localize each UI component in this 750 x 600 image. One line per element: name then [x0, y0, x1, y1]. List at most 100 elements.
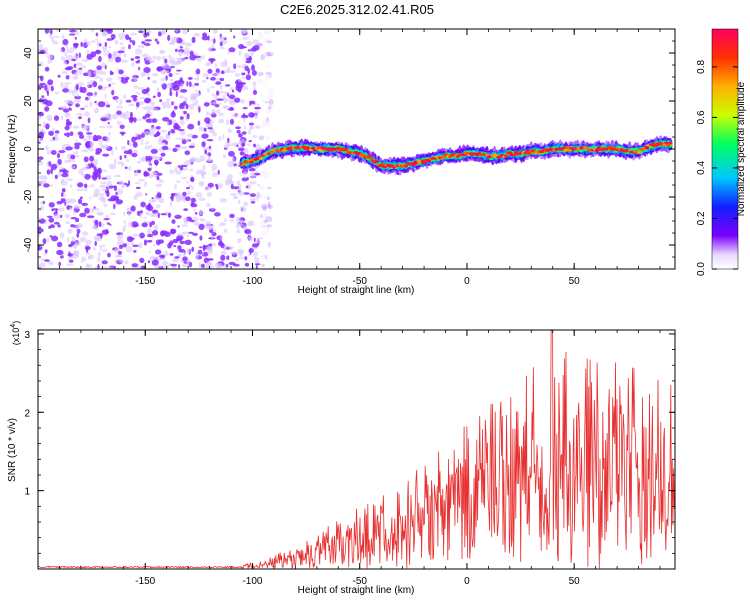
noise-speck — [143, 67, 151, 73]
noise-speck — [244, 256, 248, 261]
noise-speck — [97, 251, 101, 258]
noise-speck — [61, 188, 66, 193]
noise-speck — [199, 235, 203, 241]
ridge-peak — [324, 147, 330, 151]
noise-speck — [179, 116, 184, 120]
noise-speck — [77, 131, 84, 136]
noise-speck — [134, 182, 141, 184]
noise-speck — [201, 251, 205, 255]
noise-speck — [177, 58, 185, 63]
noise-speck — [98, 140, 103, 146]
noise-speck — [101, 117, 107, 122]
noise-speck — [200, 263, 205, 268]
noise-speck — [243, 201, 249, 206]
noise-speck — [228, 150, 235, 157]
noise-speck — [75, 225, 81, 229]
noise-speck — [260, 230, 269, 236]
noise-speck — [187, 123, 195, 130]
x-tick-label: -50 — [352, 576, 367, 587]
noise-speck — [106, 38, 113, 41]
noise-speck — [157, 130, 160, 137]
noise-speck — [101, 169, 108, 172]
noise-speck — [139, 96, 146, 100]
noise-speck — [84, 207, 90, 214]
snr-y-tick-label: 3 — [24, 330, 30, 341]
noise-speck — [169, 87, 172, 92]
noise-speck — [146, 155, 153, 161]
noise-speck — [172, 84, 180, 91]
noise-speck — [175, 48, 178, 53]
noise-speck — [50, 85, 54, 92]
noise-speck — [232, 193, 238, 196]
noise-speck — [81, 124, 88, 131]
noise-speck — [86, 215, 95, 219]
noise-speck — [54, 35, 60, 39]
noise-speck — [42, 253, 48, 256]
noise-speck — [249, 220, 254, 227]
noise-speck — [205, 147, 209, 151]
colorbar-tick-label: 0.6 — [696, 110, 707, 124]
noise-speck — [219, 47, 225, 50]
noise-speck — [225, 264, 229, 268]
noise-speck — [203, 102, 210, 107]
noise-speck — [98, 221, 102, 228]
noise-speck — [169, 169, 175, 174]
noise-speck — [236, 144, 239, 148]
noise-speck — [179, 166, 184, 171]
noise-speck — [214, 63, 218, 68]
noise-speck — [104, 93, 107, 99]
noise-speck — [266, 196, 270, 201]
noise-speck — [136, 101, 140, 108]
noise-speck — [133, 149, 139, 154]
noise-speck — [66, 263, 74, 266]
noise-speck — [234, 97, 241, 103]
noise-speck — [101, 32, 108, 36]
noise-speck — [255, 251, 263, 254]
noise-speck — [48, 130, 54, 136]
ridge-cell — [258, 157, 264, 160]
noise-speck — [120, 77, 124, 79]
noise-speck — [164, 58, 168, 64]
noise-speck — [44, 145, 49, 151]
noise-speck — [67, 228, 73, 234]
noise-speck — [126, 207, 132, 212]
noise-speck — [152, 72, 159, 77]
ridge-cell — [374, 160, 380, 163]
noise-speck — [172, 258, 179, 263]
noise-speck — [152, 95, 156, 99]
noise-speck — [143, 72, 146, 76]
noise-speck — [51, 208, 54, 212]
noise-speck — [237, 238, 242, 244]
ridge-cell — [563, 148, 569, 152]
noise-speck — [239, 251, 243, 257]
noise-speck — [44, 106, 50, 112]
noise-speck — [53, 115, 60, 121]
noise-speck — [244, 52, 249, 58]
noise-speck — [137, 86, 145, 90]
noise-speck — [146, 32, 150, 37]
noise-speck — [228, 246, 235, 250]
noise-speck — [193, 32, 201, 37]
noise-speck — [135, 169, 138, 177]
snr-y-tick-label: 2 — [24, 408, 30, 419]
noise-speck — [226, 255, 230, 260]
snr-scale-base: (x10 — [11, 328, 21, 346]
noise-speck — [188, 81, 192, 87]
noise-speck — [47, 59, 53, 64]
noise-speck — [120, 32, 126, 37]
noise-speck — [154, 156, 162, 160]
noise-speck — [38, 141, 41, 144]
noise-speck — [127, 212, 131, 216]
noise-speck — [220, 254, 226, 261]
noise-speck — [193, 77, 199, 81]
noise-speck — [66, 48, 70, 53]
noise-speck — [131, 136, 136, 143]
noise-speck — [267, 108, 273, 112]
noise-speck — [40, 75, 44, 82]
noise-speck — [72, 165, 76, 169]
noise-speck — [55, 208, 58, 214]
noise-speck — [220, 70, 225, 75]
noise-speck — [125, 99, 132, 103]
noise-speck — [245, 74, 251, 81]
noise-speck — [85, 252, 91, 255]
